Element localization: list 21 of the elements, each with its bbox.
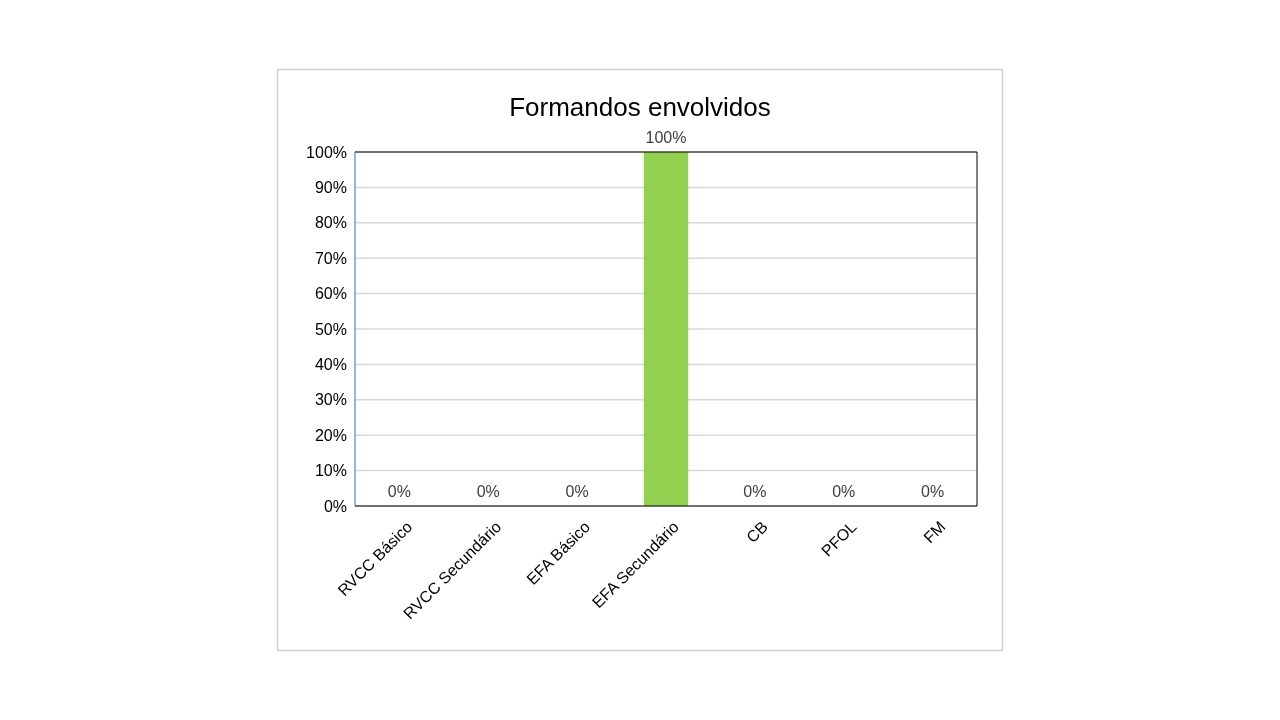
y-tick-label: 20% [314,426,347,444]
data-label: 0% [387,483,411,500]
y-tick-label: 70% [314,249,347,267]
data-label: 0% [921,483,945,500]
y-tick-label: 40% [314,356,347,373]
y-tick-label: 90% [314,179,347,196]
data-label: 0% [743,483,767,500]
y-tick-label: 100% [306,143,347,161]
y-tick-label: 0% [323,497,347,515]
y-tick-label: 50% [314,320,347,338]
x-tick-label: CB [743,518,771,546]
data-label: 0% [832,483,856,500]
data-label: 100% [645,129,687,146]
data-label: 0% [476,483,500,500]
y-tick-label: 80% [314,214,347,232]
y-tick-label: 30% [314,391,347,409]
data-label: 0% [565,483,589,500]
y-tick-label: 10% [314,462,347,480]
chart-title: Formandos envolvidos [509,92,771,122]
y-tick-label: 60% [314,285,347,303]
x-tick-label: FM [920,518,949,547]
